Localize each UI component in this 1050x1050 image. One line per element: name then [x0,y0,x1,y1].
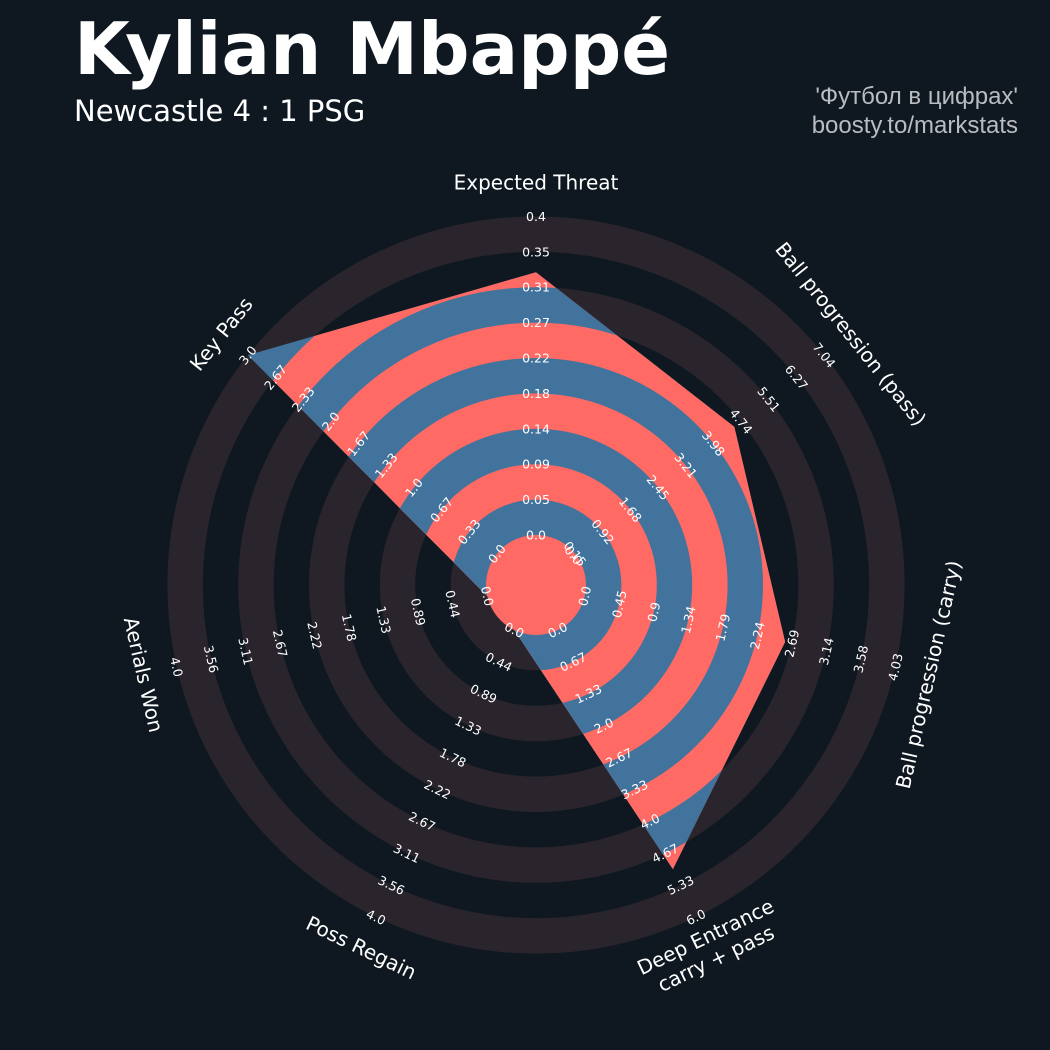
credit-url: boosty.to/markstats [811,112,1018,139]
tick-label: 0.09 [522,457,550,472]
tick-label: 4.0 [167,656,186,679]
tick-label: 0.44 [442,589,463,620]
tick-label: 3.14 [816,636,837,667]
tick-label: 0.18 [522,386,550,401]
tick-label: 0.0 [575,585,594,608]
tick-label: 3.56 [201,644,222,675]
param-label-group: Aerials Won [119,615,169,735]
tick-label: 2.69 [781,628,802,659]
tick-label: 0.31 [522,280,550,295]
tick-label: 1.33 [373,605,394,635]
tick-label: 0.35 [522,244,550,259]
tick-label: 0.05 [522,492,550,507]
tick-label: 1.34 [678,605,699,636]
match-score-subtitle: Newcastle 4 : 1 PSG [74,94,366,128]
credit-block: 'Футбол в цифрах' boosty.to/markstats [812,82,1018,140]
tick-label: 0.0 [478,585,497,608]
tick-label: 0.22 [522,351,550,366]
tick-label: 1.78 [339,612,360,643]
tick-label: 4.03 [885,652,906,682]
tick-label: 0.27 [522,315,550,330]
player-name-title: Kylian Mbappé [74,7,671,91]
tick-label: 0.0 [526,528,546,543]
tick-label: 0.45 [609,589,630,619]
tick-label: 3.11 [235,636,256,666]
tick-label: 1.79 [712,612,733,643]
tick-label: 2.24 [747,620,768,651]
tick-label: 2.22 [304,620,325,650]
param-label: Expected Threat [454,170,619,194]
tick-label: 0.14 [522,421,550,436]
tick-label: 3.58 [850,644,871,675]
credit-channel: 'Футбол в цифрах' [815,83,1018,110]
tick-label: 0.89 [408,597,429,628]
param-label: Aerials Won [119,615,169,735]
tick-label: 0.4 [526,209,546,224]
tick-label: 0.9 [644,601,663,624]
param-label-group: Expected Threat [454,170,619,194]
tick-label: 2.67 [270,628,291,658]
player-center [486,535,586,635]
